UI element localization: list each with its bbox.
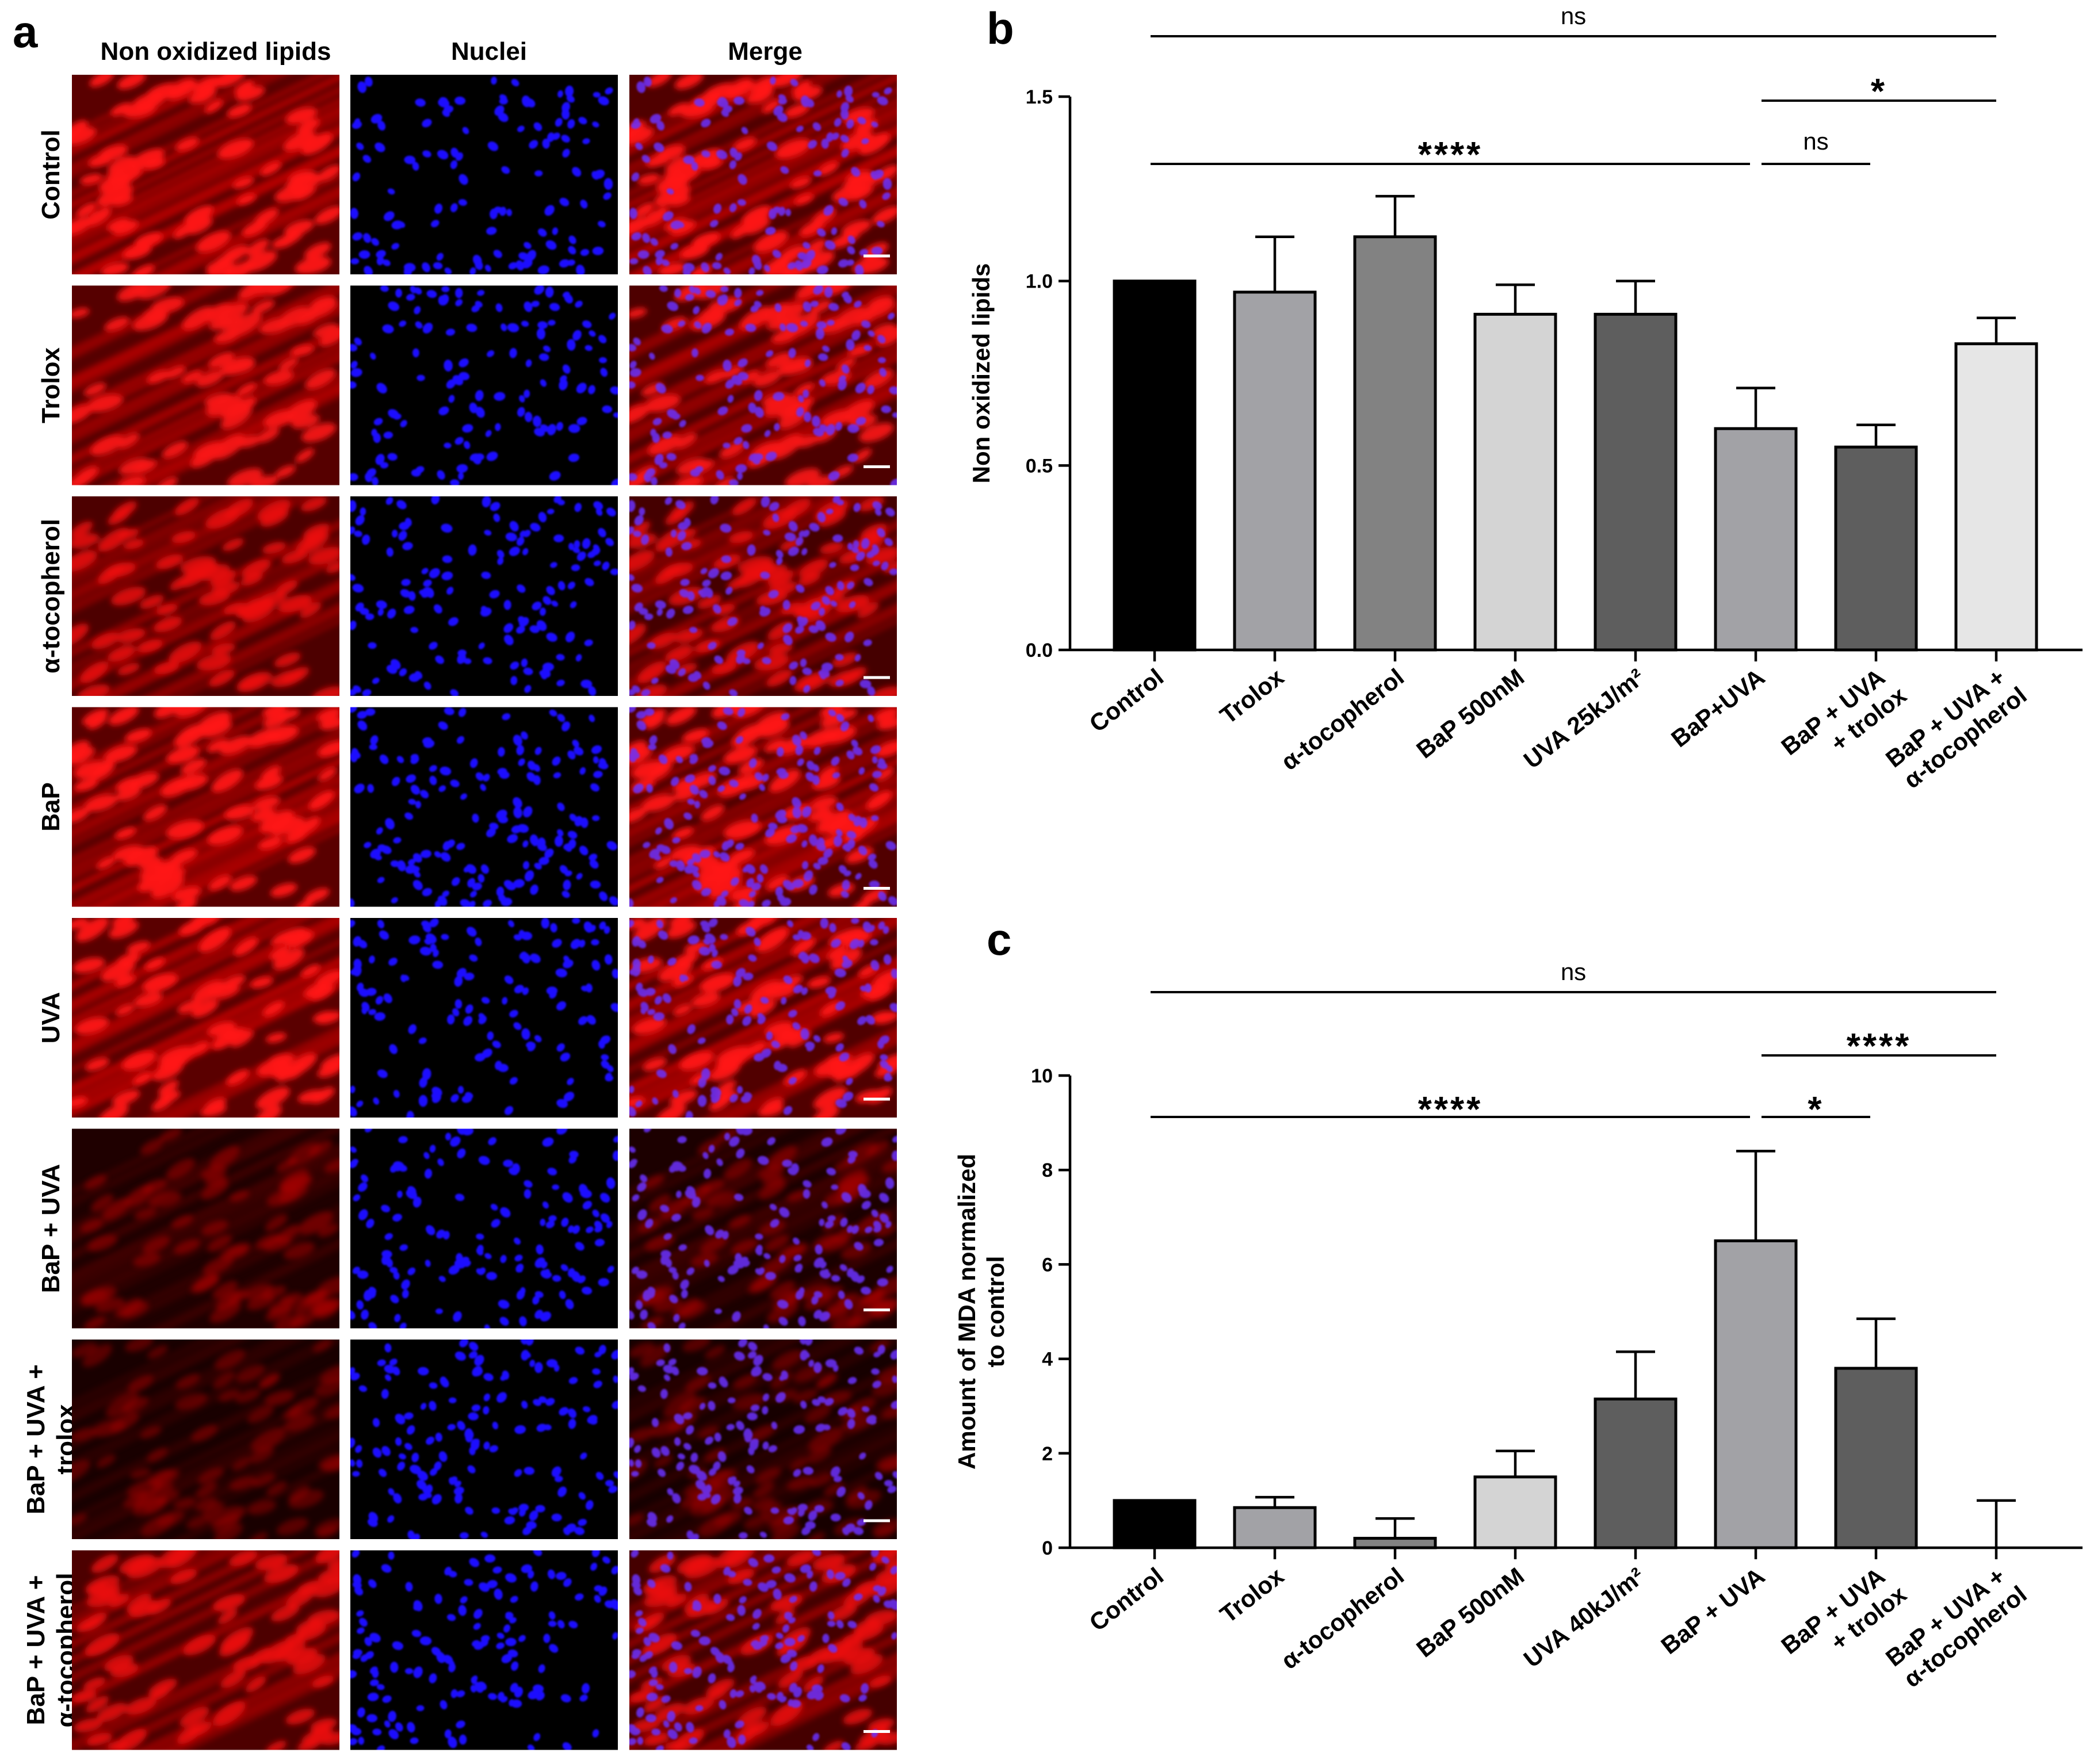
micrograph-tile [72,1340,339,1539]
x-category-label: BaP + UVA [1656,1562,1770,1659]
significance-label: ns [1803,128,1828,155]
micrograph-tile [72,918,339,1118]
bar [1714,427,1798,652]
micrograph-tile [350,285,618,485]
significance-label: * [1808,1090,1824,1130]
bar [1353,235,1437,652]
x-category-label: UVA 25kJ/m² [1519,663,1650,774]
bar [1353,1537,1437,1549]
bar [1594,1397,1678,1549]
micrograph-tile [350,918,618,1118]
column-header: Merge [728,37,803,66]
x-category-label: Trolox [1215,663,1289,729]
micrograph-tile [629,1550,897,1750]
column-header: Non oxidized lipids [101,37,331,66]
y-tick-label: 0.0 [1026,640,1053,661]
y-tick-label: 0 [1042,1537,1053,1559]
micrograph-tile [350,496,618,696]
bar [1473,312,1557,652]
panel-a-micrographs: a Non oxidized lipids Nuclei Merge Control Tr… [13,6,897,1750]
micrograph-tile [629,285,897,485]
micrograph-tile [629,1128,897,1329]
bar [1233,1506,1317,1549]
significance-label: ns [1561,958,1586,985]
y-tick-label: 6 [1042,1254,1053,1276]
panel-letter-a: a [13,6,38,57]
significance-label: **** [1847,1027,1912,1066]
x-category-label: α-tocopherol [1276,1562,1409,1674]
row-label: Trolox [37,347,65,423]
micrograph-tile [72,1128,339,1329]
y-tick-label: 4 [1042,1349,1053,1371]
micrograph-tile [350,75,618,274]
significance-label: ns [1561,2,1586,29]
micrograph-tile [350,707,618,907]
micrograph-tile [72,707,339,907]
bar [1834,1367,1918,1549]
significance-label: * [1871,72,1887,112]
x-category-label: UVA 40kJ/m² [1519,1562,1650,1673]
bar [1714,1239,1798,1549]
y-axis-label: Amount of MDA normalizedto control [953,1154,1009,1470]
row-label: α-tocopherol [37,519,65,674]
x-category-label: Control [1084,1562,1169,1636]
micrograph-tile [629,918,897,1118]
bar [1113,1499,1197,1549]
row-label: BaP + UVA [37,1164,65,1294]
column-header: Nuclei [451,37,527,66]
micrograph-tile [72,75,339,274]
row-label: BaP [37,782,65,832]
micrograph-tile [72,1550,339,1750]
x-category-label: α-tocopherol [1276,663,1409,775]
x-category-label: BaP + UVA +α-tocopherol [1881,660,2032,794]
bar [1113,280,1197,652]
y-tick-label: 0.5 [1026,455,1053,477]
micrograph-tile [350,1340,618,1539]
x-category-label: Control [1084,663,1169,737]
y-tick-label: 1.0 [1026,271,1053,293]
x-category-label: BaP 500nM [1411,1562,1529,1663]
micrograph-tile [629,1340,897,1539]
micrograph-tile [72,285,339,485]
y-tick-label: 2 [1042,1443,1053,1465]
row-label: BaP + UVA +trolox [22,1364,80,1514]
bar [1954,342,2038,652]
x-category-label: BaP + UVA +α-tocopherol [1881,1559,2032,1693]
y-axis-label: Non oxidized lipids [968,263,995,484]
panel-letter-c: c [987,914,1011,965]
x-category-label: Trolox [1215,1562,1289,1628]
bar [1594,312,1678,652]
bar [1834,445,1918,652]
micrograph-tile [629,496,897,696]
micrograph-tile [629,707,897,907]
micrograph-tile [72,496,339,696]
panel-c-bar-chart: c 0 2 4 6 8 10 Amount of MDA normalizedto contr… [953,914,2083,1693]
x-category-label: BaP+UVA [1666,663,1770,752]
micrograph-tile [350,1128,618,1329]
panel-letter-b: b [987,3,1014,53]
micrograph-tile [350,1550,618,1750]
micrograph-tile [629,75,897,274]
row-label: UVA [37,992,65,1044]
bar [1473,1475,1557,1549]
significance-label: **** [1418,1090,1483,1130]
y-tick-label: 1.5 [1026,86,1053,108]
x-category-label: BaP 500nM [1411,663,1529,764]
row-label: BaP + UVA +α-tocopherol [22,1572,80,1727]
y-tick-label: 8 [1042,1160,1053,1181]
y-tick-label: 10 [1031,1065,1053,1087]
panel-b-bar-chart: b 0.0 0.5 1.0 1.5 Non oxidized lipids Control T… [968,2,2083,794]
bar [1233,290,1317,652]
row-label: Control [37,129,65,219]
significance-label: **** [1418,135,1483,175]
